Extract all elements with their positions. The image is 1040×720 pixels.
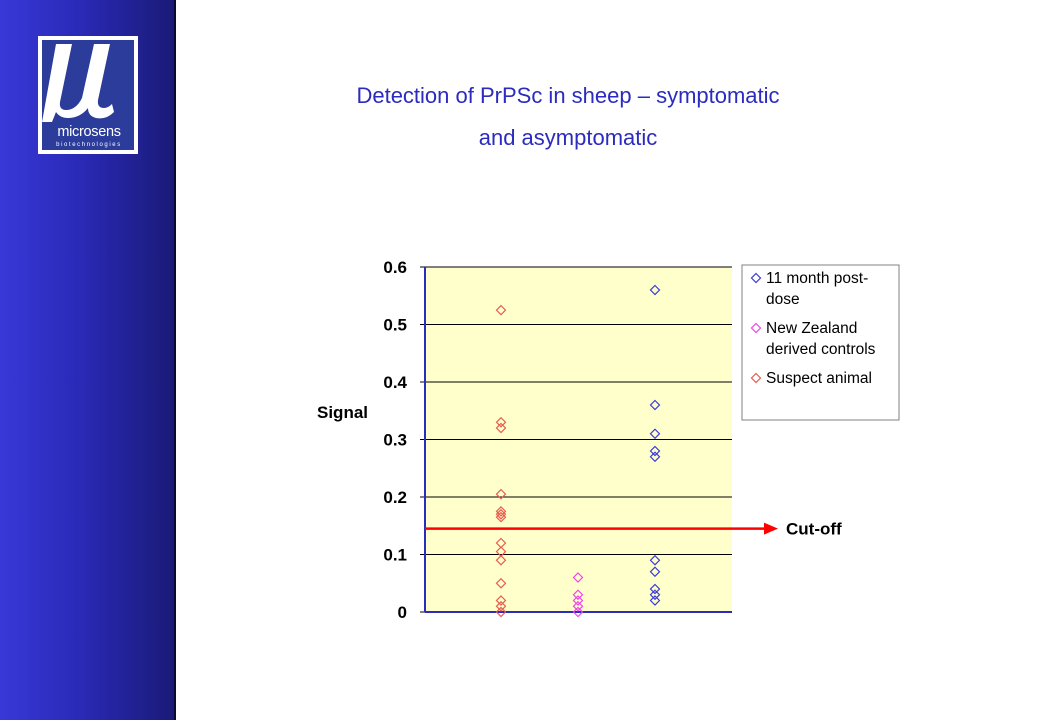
data-point-11-month-post-dose <box>649 451 661 463</box>
legend-label: derived controls <box>766 341 876 358</box>
data-point-suspect-animal <box>495 304 507 316</box>
data-point-suspect-animal <box>495 416 507 428</box>
y-tick-label: 0.2 <box>383 488 407 507</box>
data-point-11-month-post-dose <box>649 554 661 566</box>
legend-box <box>741 264 900 421</box>
data-point-suspect-animal <box>495 554 507 566</box>
slide-title: Detection of PrPSc in sheep – symptomati… <box>300 75 836 159</box>
data-point-suspect-animal <box>495 595 507 606</box>
side-band-edge <box>174 0 176 720</box>
signal-scatter-chart: 0 0.1 0.2 0.3 0.4 0.5 0.6 Signal Cut-off 11 month… <box>317 258 900 622</box>
data-point-new-zealand-derived-controls <box>572 595 584 606</box>
microsens-logo: microsens biotechnologies <box>38 36 138 154</box>
data-point-11-month-post-dose <box>649 445 661 457</box>
legend-label: dose <box>766 291 800 308</box>
data-point-suspect-animal <box>495 606 507 618</box>
y-tick-label: 0.1 <box>383 546 407 565</box>
data-point-suspect-animal <box>495 422 507 434</box>
data-point-suspect-animal <box>495 508 507 520</box>
data-point-new-zealand-derived-controls <box>572 572 584 583</box>
data-point-11-month-post-dose <box>649 428 661 440</box>
data-point-suspect-animal <box>495 577 507 589</box>
y-tick-label: 0.4 <box>383 373 407 392</box>
data-point-11-month-post-dose <box>649 595 661 606</box>
legend-label: Suspect animal <box>766 370 872 387</box>
slide-title-line-1: Detection of PrPSc in sheep – symptomati… <box>356 83 780 108</box>
data-point-new-zealand-derived-controls <box>572 600 584 612</box>
data-point-11-month-post-dose <box>649 566 661 578</box>
logo-background: microsens biotechnologies <box>42 40 134 150</box>
mu-symbol-icon <box>42 44 114 122</box>
legend-marker <box>750 372 762 384</box>
data-point-suspect-animal <box>495 506 507 517</box>
data-point-suspect-animal <box>495 488 507 500</box>
data-point-new-zealand-derived-controls <box>572 606 584 618</box>
data-point-suspect-animal <box>495 511 507 523</box>
y-tick-label: 0.6 <box>383 258 407 277</box>
logo-subtext: biotechnologies <box>56 142 122 148</box>
legend-marker <box>750 272 762 284</box>
legend-label: 11 month post- <box>766 270 868 287</box>
y-tick-label: 0 <box>398 603 407 622</box>
data-point-11-month-post-dose <box>649 284 661 296</box>
slide-title-line-2: and asymptomatic <box>478 125 658 150</box>
data-point-11-month-post-dose <box>649 399 661 411</box>
data-point-new-zealand-derived-controls <box>572 589 584 601</box>
y-tick-label: 0.5 <box>383 316 407 335</box>
y-tick-label: 0.3 <box>383 431 407 450</box>
data-point-11-month-post-dose <box>649 583 661 595</box>
data-point-suspect-animal <box>495 600 507 612</box>
legend: 11 month post-dose New Zealand derived con… <box>741 264 900 421</box>
legend-label: New Zealand <box>766 320 857 337</box>
logo-text: microsens <box>57 124 121 140</box>
data-point-11-month-post-dose <box>649 589 661 601</box>
cutoff-label: Cut-off <box>786 520 842 539</box>
cutoff-arrowhead <box>764 522 778 535</box>
y-axis-label: Signal <box>317 403 368 422</box>
legend-marker <box>750 322 762 334</box>
